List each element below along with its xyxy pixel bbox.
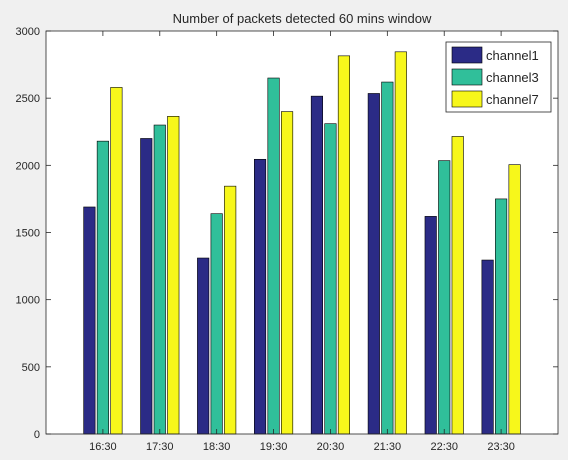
- bar-channel3-1830: [210, 213, 223, 435]
- legend-label-channel1: channel1: [486, 48, 539, 63]
- y-tick-label: 1500: [16, 228, 40, 240]
- legend-label-channel3: channel3: [486, 70, 539, 85]
- chart-title: Number of packets detected 60 mins windo…: [173, 11, 432, 26]
- x-tick-label: 22:30: [430, 441, 458, 453]
- bar-channel3-1930: [267, 77, 280, 435]
- bar-channel1-1830: [197, 257, 210, 435]
- bar-channel3-2130: [381, 81, 394, 435]
- y-tick-label: 2000: [16, 160, 40, 172]
- y-tick-label: 2500: [16, 93, 40, 105]
- bar-channel1-2030: [310, 95, 323, 435]
- x-tick-label: 23:30: [487, 441, 515, 453]
- bar-channel3-2230: [438, 160, 451, 435]
- bar-channel7-1730: [167, 116, 180, 435]
- bar-channel7-2330: [508, 164, 521, 435]
- bar-channel1-1730: [140, 138, 153, 435]
- bar-channel3-2330: [495, 198, 508, 435]
- x-tick-label: 19:30: [260, 441, 288, 453]
- bar-channel7-2030: [337, 55, 350, 435]
- y-axis-ticks: 0 500 1000 1500 2000 2500 3000: [16, 26, 558, 441]
- bar-channel1-2330: [481, 259, 494, 435]
- bar-channel7-2130: [394, 51, 407, 435]
- legend-swatch-channel1: [451, 46, 483, 64]
- legend-swatch-channel7: [451, 90, 483, 108]
- x-tick-label: 16:30: [89, 441, 117, 453]
- bar-channel3-1630: [96, 140, 109, 435]
- bar-channel7-1830: [224, 185, 237, 435]
- y-tick-label: 3000: [16, 26, 40, 38]
- bar-channel1-2230: [424, 216, 437, 435]
- bar-channel1-1930: [254, 158, 267, 435]
- x-tick-label: 20:30: [317, 441, 345, 453]
- x-tick-label: 21:30: [374, 441, 402, 453]
- bar-channel7-1630: [110, 87, 123, 435]
- x-tick-label: 18:30: [203, 441, 231, 453]
- y-tick-label: 500: [22, 362, 40, 374]
- legend: channel1 channel3 channel7: [445, 41, 552, 113]
- x-axis-ticks: 16:30 17:30 18:30 19:30 20:30 21:30 22:30 23:30: [89, 31, 515, 453]
- bar-channel3-1730: [153, 124, 166, 435]
- legend-swatch-channel3: [451, 68, 483, 86]
- y-tick-label: 1000: [16, 295, 40, 307]
- bar-channel7-1930: [281, 111, 294, 435]
- bar-channel1-1630: [83, 206, 96, 435]
- legend-label-channel7: channel7: [486, 92, 539, 107]
- y-tick-label: 0: [34, 429, 40, 441]
- bar-channel3-2030: [324, 123, 337, 435]
- x-tick-label: 17:30: [146, 441, 174, 453]
- bar-channel7-2230: [451, 136, 464, 435]
- bar-channel1-2130: [367, 93, 380, 435]
